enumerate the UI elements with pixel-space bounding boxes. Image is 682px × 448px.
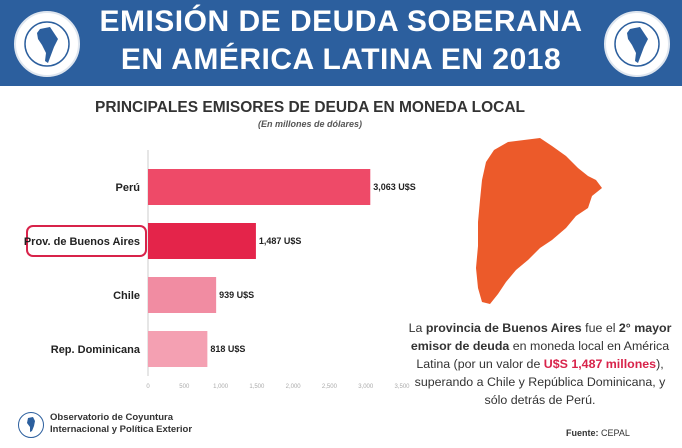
chart-subtitle: (En millones de dólares) — [257, 119, 363, 129]
highlight-box — [26, 225, 147, 257]
note-amount: U$S 1,487 millones — [543, 357, 657, 371]
category-label: Perú — [116, 182, 140, 194]
footer-organization: Observatorio de Coyuntura Internacional … — [50, 412, 193, 435]
x-tick-label: 1,500 — [249, 384, 265, 390]
value-label: 818 U$S — [210, 344, 245, 354]
x-tick-label: 0 — [146, 384, 150, 390]
value-label: 3,063 U$S — [373, 182, 416, 192]
bar — [148, 331, 208, 367]
x-tick-label: 3,000 — [358, 384, 374, 390]
header-title-line2: EN AMÉRICA LATINA EN 2018 — [120, 43, 562, 76]
summary-note: La provincia de Buenos Aires fue el 2° m… — [408, 321, 672, 407]
bar — [148, 223, 256, 259]
header-title-line1: EMISIÓN DE DEUDA SOBERANA — [99, 5, 583, 38]
x-tick-label: 2,500 — [322, 384, 338, 390]
value-label: 1,487 U$S — [259, 236, 302, 246]
header-banner: EMISIÓN DE DEUDA SOBERANA EN AMÉRICA LAT… — [0, 0, 682, 86]
category-label: Chile — [113, 290, 140, 302]
observatorio-logo-right — [604, 11, 670, 77]
category-label: Prov. de Buenos Aires — [24, 236, 140, 248]
x-tick-label: 3,500 — [394, 384, 410, 390]
buenos-aires-province-map — [470, 136, 610, 313]
footer-logo-icon — [18, 412, 44, 438]
chart-title: PRINCIPALES EMISORES DE DEUDA EN MONEDA … — [94, 99, 525, 116]
bar — [148, 277, 217, 313]
bar-chart: Perú 3,063 U$S Prov. de Buenos Aires 1,487 … — [24, 150, 416, 390]
province-shape — [476, 138, 602, 304]
x-tick-label: 2,000 — [286, 384, 302, 390]
observatorio-logo-left — [14, 11, 80, 77]
x-tick-label: 1,000 — [213, 384, 229, 390]
note-province: provincia de Buenos Aires — [425, 321, 582, 335]
note-rank: 2° mayor emisor de deuda — [410, 321, 672, 353]
value-label: 939 U$S — [219, 290, 254, 300]
source-credit: Fuente: CEPAL — [566, 428, 630, 438]
x-tick-label: 500 — [179, 384, 190, 390]
bar — [148, 169, 371, 205]
category-label: Rep. Dominicana — [51, 344, 141, 356]
